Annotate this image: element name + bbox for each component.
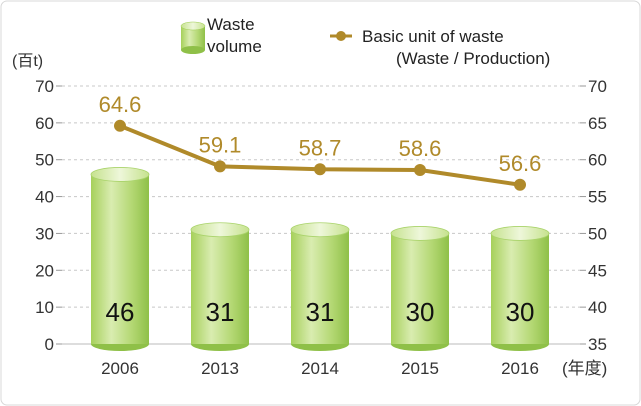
line-value-label: 58.7 — [299, 135, 342, 160]
bar: 30 — [390, 226, 450, 351]
x-axis-unit: (年度) — [562, 359, 607, 378]
left-tick-label: 30 — [35, 224, 54, 243]
bar-top — [90, 167, 150, 182]
right-tick-label: 50 — [588, 224, 607, 243]
bar: 31 — [190, 222, 250, 351]
right-tick-label: 70 — [588, 77, 607, 96]
right-tick-label: 60 — [588, 151, 607, 170]
bar-value-label: 46 — [106, 297, 135, 327]
legend-line-swatch — [330, 31, 352, 41]
bar-body — [91, 174, 149, 344]
right-axis: 35 40 45 50 55 60 65 70 — [580, 77, 607, 354]
left-tick-label: 70 — [35, 77, 54, 96]
left-tick-label: 10 — [35, 298, 54, 317]
bar-value-label: 31 — [306, 297, 335, 327]
line-point — [514, 178, 526, 191]
line-value-label: 58.6 — [399, 136, 442, 161]
line-point — [214, 160, 226, 173]
bar-top — [190, 222, 250, 238]
bar-series: 46 31 31 30 30 — [90, 167, 550, 351]
line-point — [314, 163, 326, 176]
x-tick-label: 2006 — [101, 359, 139, 378]
bar-body — [291, 229, 349, 344]
x-tick-label: 2014 — [301, 359, 339, 378]
left-tick-label: 50 — [35, 151, 54, 170]
bar-top — [290, 222, 350, 238]
left-tick-label: 20 — [35, 261, 54, 280]
line-point — [114, 119, 126, 132]
bar-body — [191, 229, 249, 344]
left-tick-label: 40 — [35, 188, 54, 207]
line-value-label: 64.6 — [99, 92, 142, 117]
legend-bar-label: Waste volume — [207, 15, 262, 56]
legend: Waste volume Basic unit of waste (Waste … — [180, 15, 550, 68]
right-tick-label: 45 — [588, 261, 607, 280]
legend-bar-swatch — [180, 21, 206, 54]
right-tick-label: 40 — [588, 298, 607, 317]
left-tick-label: 60 — [35, 114, 54, 133]
bar: 46 — [90, 167, 150, 351]
bar-top — [490, 226, 550, 241]
bar-value-label: 30 — [506, 297, 535, 327]
line-point — [414, 164, 426, 177]
left-axis: 0 10 20 30 40 50 60 70 — [35, 77, 62, 354]
line-value-label: 56.6 — [499, 151, 542, 176]
x-axis-labels: 2006 2013 2014 2015 2016 — [101, 359, 539, 378]
right-tick-label: 35 — [588, 335, 607, 354]
bar-body — [391, 233, 449, 344]
right-tick-label: 65 — [588, 114, 607, 133]
line-value-label: 59.1 — [199, 132, 242, 157]
x-tick-label: 2015 — [401, 359, 439, 378]
right-tick-label: 55 — [588, 188, 607, 207]
x-tick-label: 2013 — [201, 359, 239, 378]
x-tick-label: 2016 — [501, 359, 539, 378]
bar: 31 — [290, 222, 350, 351]
bar-value-label: 31 — [206, 297, 235, 327]
bar: 30 — [490, 226, 550, 351]
bar-value-label: 30 — [406, 297, 435, 327]
bar-top — [390, 226, 450, 241]
line-series: 64.6 59.1 58.7 58.6 56.6 — [99, 92, 542, 191]
left-tick-label: 0 — [45, 335, 54, 354]
left-axis-unit: (百t) — [12, 53, 43, 70]
legend-line-label: Basic unit of waste (Waste / Production) — [362, 27, 550, 68]
bar-body — [491, 233, 549, 344]
